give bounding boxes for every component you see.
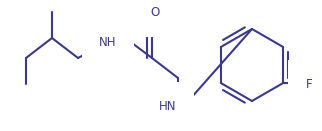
Text: F: F (306, 78, 312, 91)
Text: O: O (150, 7, 160, 20)
Text: NH: NH (99, 36, 117, 48)
Text: HN: HN (159, 100, 177, 113)
